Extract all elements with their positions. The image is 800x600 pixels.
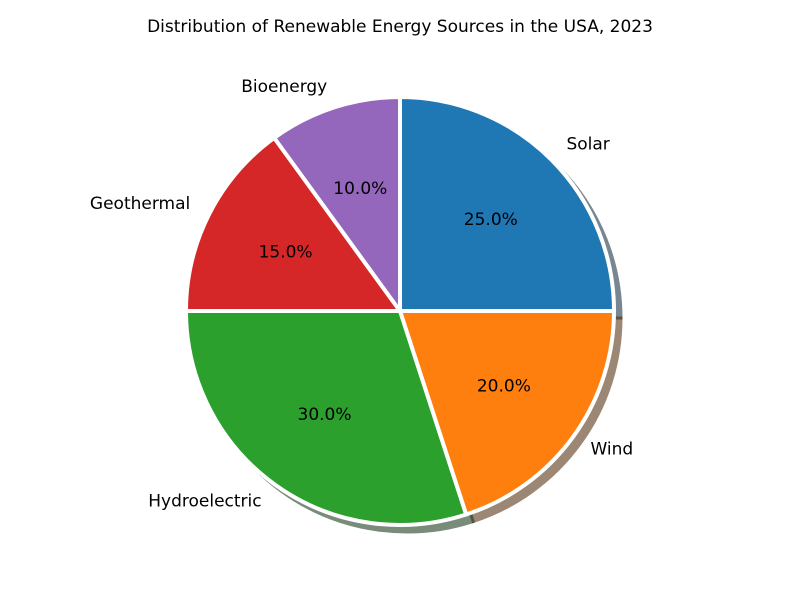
pie-label-wind: Wind bbox=[590, 439, 633, 459]
pie-pct-hydroelectric: 30.0% bbox=[298, 405, 352, 425]
pie-slice-solar bbox=[398, 95, 616, 313]
pie-pct-bioenergy: 10.0% bbox=[333, 179, 387, 199]
pie-label-solar: Solar bbox=[566, 135, 609, 155]
pie-slice-wind bbox=[398, 309, 616, 517]
pie-pct-solar: 25.0% bbox=[464, 210, 518, 230]
pie-slices bbox=[184, 95, 616, 527]
pie-slice-hydroelectric bbox=[184, 309, 469, 527]
pie-label-hydroelectric: Hydroelectric bbox=[148, 491, 261, 511]
pie-label-bioenergy: Bioenergy bbox=[241, 77, 327, 97]
pie-labels: Solar 25.0% Wind 20.0% Hydroelectric 30.0% Geo… bbox=[90, 77, 633, 511]
pie-label-geothermal: Geothermal bbox=[90, 194, 190, 214]
pie-slice-bioenergy bbox=[272, 95, 402, 313]
pie-pct-wind: 20.0% bbox=[477, 376, 531, 396]
pie-pct-geothermal: 15.0% bbox=[259, 243, 313, 263]
chart-title: Distribution of Renewable Energy Sources… bbox=[147, 17, 653, 37]
pie-slice-geothermal bbox=[184, 135, 402, 313]
